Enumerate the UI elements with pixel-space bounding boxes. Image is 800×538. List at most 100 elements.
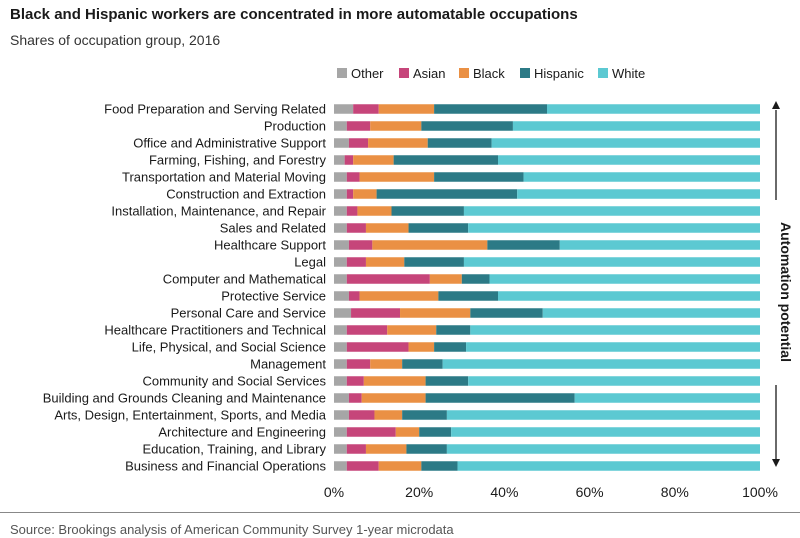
- bar-segment-black: [429, 274, 462, 284]
- bar-segment-other: [334, 308, 352, 318]
- side-axis-label: Automation potential: [778, 222, 794, 362]
- bar-segment-other: [334, 410, 349, 420]
- bar-segment-other: [334, 223, 347, 233]
- category-label: Legal: [294, 255, 326, 270]
- legend-label-other: Other: [351, 66, 384, 81]
- bar-segment-white: [491, 138, 760, 148]
- bar-segment-hispanic: [393, 155, 499, 165]
- legend-swatch-black: [459, 68, 469, 78]
- bar-segment-other: [334, 444, 347, 454]
- bar-segment-black: [361, 393, 426, 403]
- legend: Other Asian Black Hispanic White: [337, 66, 645, 81]
- bar-segment-other: [334, 189, 347, 199]
- bar-segment-white: [466, 342, 760, 352]
- legend-swatch-hispanic: [520, 68, 530, 78]
- bar-segment-asian: [346, 359, 371, 369]
- legend-item-black: Black: [459, 66, 505, 81]
- bar-segment-asian: [346, 461, 379, 471]
- bar-segment-hispanic: [425, 393, 575, 403]
- legend-item-asian: Asian: [399, 66, 446, 81]
- bar-segment-black: [365, 444, 407, 454]
- bar-segment-asian: [348, 291, 360, 301]
- legend-swatch-white: [598, 68, 608, 78]
- x-tick-label: 20%: [405, 484, 433, 500]
- bar-segment-other: [334, 325, 347, 335]
- legend-swatch-asian: [399, 68, 409, 78]
- bar-segment-other: [334, 274, 347, 284]
- bar-segment-hispanic: [421, 121, 513, 131]
- bar-segment-asian: [348, 240, 373, 250]
- bar-segment-asian: [346, 206, 358, 216]
- chart-title: Black and Hispanic workers are concentra…: [10, 6, 578, 23]
- bar-segment-white: [468, 223, 760, 233]
- bar-segment-black: [365, 257, 405, 267]
- bar-segment-black: [357, 206, 392, 216]
- bar-segment-asian: [346, 444, 366, 454]
- bar-segment-hispanic: [434, 342, 467, 352]
- bar-segment-black: [378, 104, 435, 114]
- bar-segment-hispanic: [402, 359, 443, 369]
- bar-segment-other: [334, 155, 345, 165]
- bar-segment-black: [353, 189, 377, 199]
- bar-segment-hispanic: [487, 240, 560, 250]
- footer-divider: [0, 512, 800, 513]
- bar-segment-black: [363, 376, 426, 386]
- category-label: Business and Financial Operations: [125, 459, 326, 474]
- bar-segment-other: [334, 342, 347, 352]
- legend-item-other: Other: [337, 66, 384, 81]
- category-label: Transportation and Material Moving: [122, 170, 326, 185]
- bar-segment-other: [334, 359, 347, 369]
- bar-segment-asian: [346, 274, 430, 284]
- bar-segment-black: [359, 291, 439, 301]
- bar-segment-asian: [346, 189, 354, 199]
- bar-segment-white: [498, 155, 760, 165]
- bar-segment-white: [498, 291, 760, 301]
- category-label: Farming, Fishing, and Forestry: [149, 153, 327, 168]
- bar-segment-white: [446, 410, 760, 420]
- bar-segment-white: [451, 427, 760, 437]
- bar-segment-asian: [348, 393, 362, 403]
- bar-segment-other: [334, 104, 354, 114]
- bar-segment-other: [334, 461, 347, 471]
- bar-segment-white: [512, 121, 760, 131]
- legend-item-white: White: [598, 66, 645, 81]
- bar-segment-hispanic: [427, 138, 492, 148]
- bar-segment-other: [334, 121, 347, 131]
- bar-segment-other: [334, 138, 349, 148]
- x-axis: 0% 20% 40% 60% 80% 100%: [324, 484, 778, 500]
- category-label: Installation, Maintenance, and Repair: [111, 204, 326, 219]
- bar-segment-white: [463, 257, 760, 267]
- category-label: Computer and Mathematical: [163, 272, 326, 287]
- bar-segment-other: [334, 376, 347, 386]
- bar-segment-hispanic: [461, 274, 490, 284]
- bar-segment-white: [547, 104, 760, 114]
- bar-segment-hispanic: [408, 223, 469, 233]
- bar-segment-asian: [346, 121, 371, 131]
- category-label: Education, Training, and Library: [142, 442, 326, 457]
- automation-potential-axis: Automation potential: [772, 101, 794, 467]
- bar-segment-white: [489, 274, 760, 284]
- category-label: Arts, Design, Entertainment, Sports, and…: [54, 408, 326, 423]
- bar-segment-black: [374, 410, 403, 420]
- bar-segment-hispanic: [425, 376, 469, 386]
- bar-segment-hispanic: [404, 257, 464, 267]
- category-label: Personal Care and Service: [171, 306, 326, 321]
- bar-segment-white: [517, 189, 760, 199]
- category-label: Office and Administrative Support: [133, 136, 326, 151]
- bar-segment-white: [523, 172, 760, 182]
- bar-segment-black: [408, 342, 435, 352]
- legend-item-hispanic: Hispanic: [520, 66, 584, 81]
- bar-segment-other: [334, 206, 347, 216]
- bar-segment-white: [463, 206, 760, 216]
- bar-segment-other: [334, 257, 347, 267]
- bar-segment-hispanic: [391, 206, 464, 216]
- bar-segment-black: [378, 461, 422, 471]
- bar-segment-white: [446, 444, 760, 454]
- bar-segment-asian: [344, 155, 354, 165]
- category-label: Community and Social Services: [142, 374, 326, 389]
- bar-segment-hispanic: [434, 104, 547, 114]
- arrow-up-icon: [772, 101, 780, 109]
- bar-segment-white: [542, 308, 760, 318]
- category-labels: Food Preparation and Serving Related Prod…: [43, 102, 327, 474]
